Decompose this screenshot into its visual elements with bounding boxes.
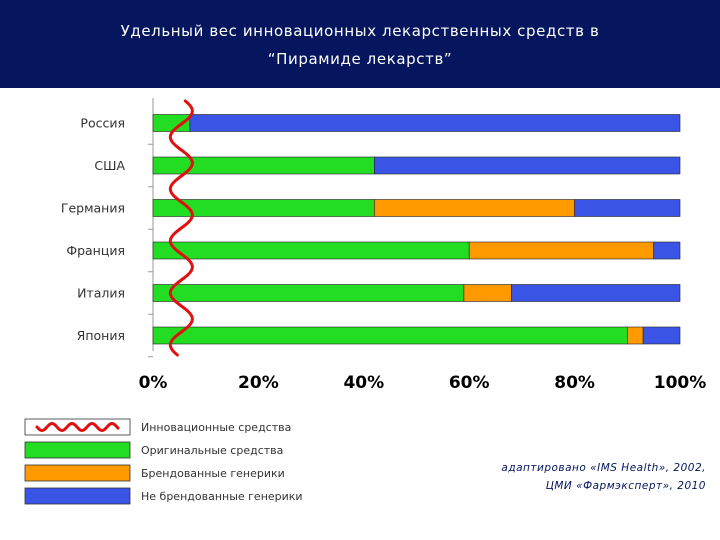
bar-segment xyxy=(152,199,375,217)
x-tick-label: 60% xyxy=(449,373,490,393)
source-line-1: адаптировано «IMS Health», 2002, xyxy=(501,462,706,474)
chart-title-line-2: “Пирамиде лекарств” xyxy=(267,50,453,68)
category-label: Германия xyxy=(61,201,125,216)
x-tick-label: 20% xyxy=(238,373,279,393)
category-label: Япония xyxy=(77,328,125,343)
bar-segment xyxy=(642,326,681,345)
legend-swatch xyxy=(24,441,131,459)
bar-segment xyxy=(574,199,681,217)
legend-swatch xyxy=(24,464,131,482)
category-label: Россия xyxy=(80,116,125,131)
legend-label: Оригинальные средства xyxy=(141,444,283,457)
category-label: Франция xyxy=(66,243,125,258)
title-banner: Удельный вес инновационных лекарственных… xyxy=(0,0,720,88)
bar-segment xyxy=(152,326,628,345)
x-tick-label: 100% xyxy=(654,373,707,393)
legend-label: Не брендованные генерики xyxy=(141,490,303,503)
legend-swatch xyxy=(24,487,131,505)
bar-segment xyxy=(463,284,512,302)
x-tick-label: 80% xyxy=(554,373,595,393)
bar-segment xyxy=(189,114,681,132)
bar-segment xyxy=(152,284,465,302)
x-tick-label: 0% xyxy=(139,373,168,393)
legend-wave-icon xyxy=(35,421,120,433)
chart-title-line-1: Удельный вес инновационных лекарственных… xyxy=(120,22,600,40)
bar-segment xyxy=(653,241,681,260)
bar-segment xyxy=(374,199,575,217)
bar-segment xyxy=(511,284,681,302)
category-label: Италия xyxy=(77,286,125,301)
source-line-2: ЦМИ «Фармэксперт», 2010 xyxy=(545,480,706,492)
bar-segment xyxy=(152,241,470,260)
bar-segment xyxy=(374,156,681,175)
legend-label: Инновационные средства xyxy=(141,421,291,434)
innovative-drugs-wave xyxy=(168,99,194,357)
category-label: США xyxy=(94,158,125,173)
stacked-bar-chart: Россия США Германия Франция Италия Япония 0% 20… xyxy=(24,98,707,505)
x-tick-label: 40% xyxy=(343,373,384,393)
bar-segment xyxy=(468,241,654,260)
legend-label: Брендованные генерики xyxy=(141,467,285,480)
bar-segment xyxy=(626,326,644,345)
